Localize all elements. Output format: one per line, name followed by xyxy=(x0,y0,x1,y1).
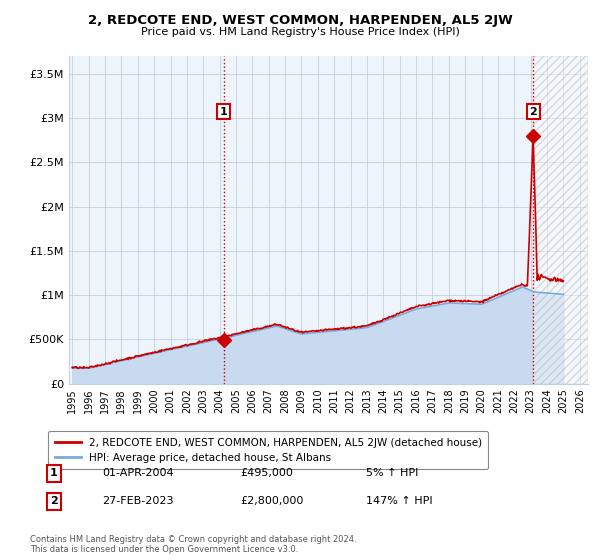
Text: 01-APR-2004: 01-APR-2004 xyxy=(102,468,173,478)
Text: 27-FEB-2023: 27-FEB-2023 xyxy=(102,496,173,506)
Text: 2: 2 xyxy=(529,107,537,116)
Legend: 2, REDCOTE END, WEST COMMON, HARPENDEN, AL5 2JW (detached house), HPI: Average p: 2, REDCOTE END, WEST COMMON, HARPENDEN, … xyxy=(48,431,488,469)
Text: £2,800,000: £2,800,000 xyxy=(240,496,304,506)
Text: £495,000: £495,000 xyxy=(240,468,293,478)
Text: 1: 1 xyxy=(220,107,227,116)
Text: Contains HM Land Registry data © Crown copyright and database right 2024.
This d: Contains HM Land Registry data © Crown c… xyxy=(30,535,356,554)
Text: 2, REDCOTE END, WEST COMMON, HARPENDEN, AL5 2JW: 2, REDCOTE END, WEST COMMON, HARPENDEN, … xyxy=(88,14,512,27)
Text: 2: 2 xyxy=(50,496,58,506)
Text: 147% ↑ HPI: 147% ↑ HPI xyxy=(366,496,433,506)
Text: 1: 1 xyxy=(50,468,58,478)
Text: 5% ↑ HPI: 5% ↑ HPI xyxy=(366,468,418,478)
Text: Price paid vs. HM Land Registry's House Price Index (HPI): Price paid vs. HM Land Registry's House … xyxy=(140,27,460,37)
